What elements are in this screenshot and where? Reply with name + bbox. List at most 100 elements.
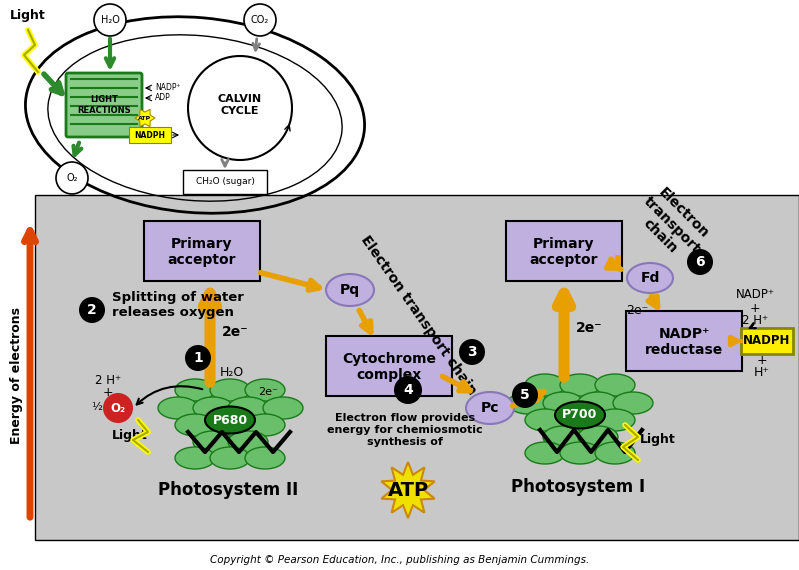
Text: H₂O: H₂O	[101, 15, 119, 25]
Text: 4: 4	[403, 383, 413, 397]
Ellipse shape	[560, 374, 600, 396]
FancyBboxPatch shape	[626, 311, 742, 371]
Ellipse shape	[175, 379, 215, 401]
FancyBboxPatch shape	[506, 221, 622, 281]
FancyBboxPatch shape	[144, 221, 260, 281]
FancyBboxPatch shape	[326, 336, 452, 396]
Text: CALVIN
CYCLE: CALVIN CYCLE	[218, 94, 262, 116]
Text: NADP⁺
reductase: NADP⁺ reductase	[645, 327, 723, 357]
Text: Electron flow provides
energy for chemiosmotic
synthesis of: Electron flow provides energy for chemio…	[327, 413, 483, 447]
Ellipse shape	[525, 409, 565, 431]
Text: Primary
acceptor: Primary acceptor	[168, 237, 237, 267]
Text: Light: Light	[640, 434, 676, 446]
Circle shape	[687, 249, 713, 275]
Ellipse shape	[613, 392, 653, 414]
Text: Pq: Pq	[340, 283, 360, 297]
Ellipse shape	[595, 374, 635, 396]
Text: 1: 1	[193, 351, 203, 365]
Ellipse shape	[205, 406, 255, 434]
Ellipse shape	[175, 414, 215, 436]
Ellipse shape	[245, 447, 285, 469]
Circle shape	[185, 345, 211, 371]
Text: +: +	[103, 386, 113, 400]
Ellipse shape	[193, 431, 233, 453]
Circle shape	[244, 4, 276, 36]
Polygon shape	[375, 340, 450, 392]
Text: CH₂O (sugar): CH₂O (sugar)	[196, 177, 254, 186]
Ellipse shape	[193, 397, 233, 419]
Polygon shape	[381, 462, 435, 518]
Ellipse shape	[578, 426, 618, 448]
Text: Cytochrome
complex: Cytochrome complex	[342, 352, 436, 382]
Text: O₂: O₂	[110, 401, 125, 414]
Text: NADP⁺: NADP⁺	[155, 83, 181, 92]
Ellipse shape	[210, 379, 250, 401]
Text: 2e⁻: 2e⁻	[258, 387, 278, 397]
Text: Pc: Pc	[481, 401, 499, 415]
Text: Fd: Fd	[640, 271, 660, 285]
Ellipse shape	[595, 409, 635, 431]
Text: Light: Light	[112, 429, 148, 442]
Ellipse shape	[555, 401, 605, 429]
Text: O₂: O₂	[66, 173, 78, 183]
Ellipse shape	[578, 392, 618, 414]
Text: ATP: ATP	[388, 481, 428, 499]
Ellipse shape	[228, 431, 268, 453]
Ellipse shape	[560, 409, 600, 431]
FancyBboxPatch shape	[183, 170, 267, 194]
Text: 2 H⁺: 2 H⁺	[742, 314, 768, 327]
Ellipse shape	[525, 374, 565, 396]
Ellipse shape	[210, 414, 250, 436]
Ellipse shape	[508, 392, 548, 414]
Ellipse shape	[245, 379, 285, 401]
Circle shape	[94, 4, 126, 36]
Text: 5: 5	[520, 388, 530, 402]
Text: 2 H⁺: 2 H⁺	[95, 373, 121, 386]
Text: +: +	[757, 353, 767, 367]
Text: CO₂: CO₂	[251, 15, 269, 25]
Text: Light: Light	[10, 9, 46, 22]
FancyBboxPatch shape	[741, 328, 793, 354]
Ellipse shape	[525, 442, 565, 464]
Circle shape	[103, 393, 133, 423]
FancyBboxPatch shape	[129, 127, 171, 143]
Text: ½: ½	[92, 402, 102, 412]
Text: NADP⁺: NADP⁺	[736, 288, 774, 302]
Ellipse shape	[245, 414, 285, 436]
Text: +: +	[749, 302, 761, 315]
Text: H₂O: H₂O	[220, 367, 244, 380]
Text: Primary
acceptor: Primary acceptor	[530, 237, 598, 267]
Bar	[35, 195, 799, 540]
Text: Splitting of water
releases oxygen: Splitting of water releases oxygen	[112, 291, 244, 319]
Text: 6: 6	[695, 255, 705, 269]
Text: Electron
transport
chain: Electron transport chain	[630, 182, 714, 267]
Ellipse shape	[228, 397, 268, 419]
Text: P680: P680	[213, 413, 248, 426]
Text: 2e⁻: 2e⁻	[626, 303, 648, 316]
Text: ADP: ADP	[155, 93, 171, 103]
Circle shape	[56, 162, 88, 194]
Text: LIGHT
REACTIONS: LIGHT REACTIONS	[78, 95, 131, 115]
Text: H⁺: H⁺	[754, 365, 770, 378]
Text: 3: 3	[467, 345, 477, 359]
Ellipse shape	[263, 397, 303, 419]
Ellipse shape	[326, 274, 374, 306]
Text: Energy of electrons: Energy of electrons	[10, 307, 23, 443]
Text: 2e⁻: 2e⁻	[576, 321, 602, 335]
Circle shape	[79, 297, 105, 323]
Ellipse shape	[595, 442, 635, 464]
Text: 2e⁻: 2e⁻	[222, 325, 248, 339]
Ellipse shape	[175, 447, 215, 469]
Ellipse shape	[560, 442, 600, 464]
Ellipse shape	[627, 263, 673, 293]
Bar	[0, 0, 799, 195]
Circle shape	[512, 382, 538, 408]
Text: NADPH: NADPH	[134, 131, 165, 140]
Ellipse shape	[466, 392, 514, 424]
Ellipse shape	[543, 392, 583, 414]
Circle shape	[459, 339, 485, 365]
Text: Copyright © Pearson Education, Inc., publishing as Benjamin Cummings.: Copyright © Pearson Education, Inc., pub…	[210, 555, 590, 565]
Text: Photosystem I: Photosystem I	[511, 478, 645, 496]
Text: Electron transport chain: Electron transport chain	[357, 233, 479, 397]
Text: 2: 2	[87, 303, 97, 317]
